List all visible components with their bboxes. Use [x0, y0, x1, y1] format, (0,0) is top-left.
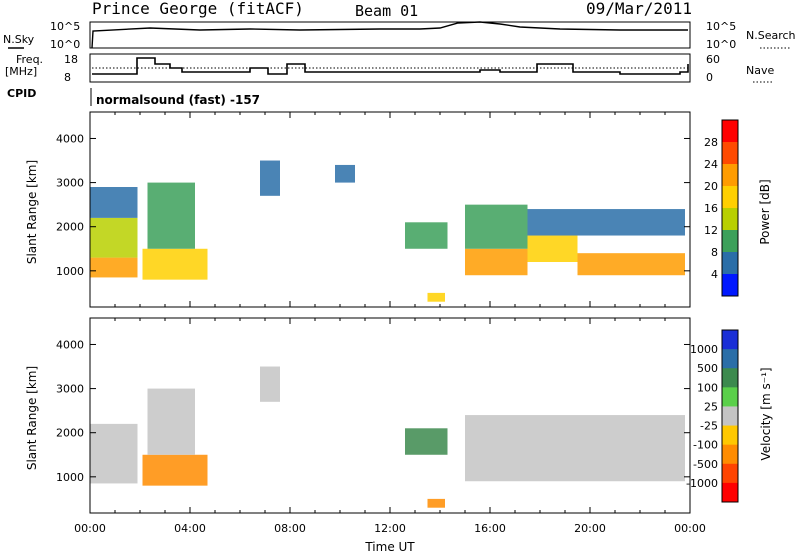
power-scatter-region-1 [90, 217, 138, 258]
velocity-colorbar-tick: 500 [697, 362, 718, 375]
x-tick-label: 00:00 [674, 522, 706, 535]
noise-tick-bottom-left: 10^0 [50, 38, 80, 51]
y-tick-label: 2000 [56, 221, 84, 234]
station-title: Prince George (fitACF) [92, 0, 304, 18]
velocity-ylabel: Slant Range [km] [25, 366, 39, 470]
freq-tick-18: 18 [64, 53, 78, 66]
power-scatter-region-9 [465, 248, 528, 276]
power-scatter-region-11 [527, 235, 578, 262]
nsky-label: N.Sky [3, 33, 35, 46]
velocity-colorbar-segment [722, 425, 738, 446]
velocity-colorbar-tick: -100 [693, 439, 718, 452]
power-colorbar-segment [722, 274, 738, 297]
freq-tick-8: 8 [64, 71, 71, 84]
y-tick-label: 1000 [56, 471, 84, 484]
cpid-label: CPID [7, 87, 36, 100]
velocity-colorbar-tick: 100 [697, 381, 718, 394]
power-scatter-region-0 [90, 257, 138, 278]
power-scatter-region-4 [147, 182, 195, 249]
power-scatter-region-7 [405, 222, 448, 249]
velocity-scatter-region-0 [90, 423, 138, 484]
power-colorbar-segment [722, 164, 738, 187]
beam-label: Beam 01 [355, 2, 418, 20]
velocity-colorbar-tick: -1000 [686, 477, 718, 490]
velocity-colorbar-segment [722, 444, 738, 465]
power-colorbar-label: Power [dB] [758, 179, 772, 244]
velocity-colorbar-segment [722, 406, 738, 427]
velocity-colorbar-frame [721, 329, 739, 503]
power-colorbar-tick: 24 [704, 158, 718, 171]
velocity-colorbar-segment [722, 330, 738, 350]
velocity-colorbar-label: Velocity [m s⁻¹] [759, 367, 773, 460]
power-scatter-region-12 [577, 253, 685, 276]
noise-tick-bottom-right: 10^0 [706, 38, 736, 51]
power-colorbar-tick: 12 [704, 224, 718, 237]
velocity-colorbar-segment [722, 482, 738, 503]
nave-tick-0: 0 [706, 71, 713, 84]
plots-layer: 1000 2000 3000 4000 1000 2000 3000 4000 00:00 04:… [56, 111, 739, 535]
y-tick-label: 3000 [56, 177, 84, 190]
x-tick-label: 08:00 [274, 522, 306, 535]
nsearch-label: N.Search [746, 29, 796, 42]
power-colorbar-tick: 8 [711, 246, 718, 259]
velocity-colorbar-segment [722, 463, 738, 484]
nave-label: Nave [746, 64, 774, 77]
freq-panel [89, 53, 691, 83]
velocity-colorbar-tick: -500 [693, 458, 718, 471]
noise-tick-top-left: 10^5 [50, 20, 80, 33]
date-label: 09/Mar/2011 [586, 0, 692, 18]
power-colorbar-segment [722, 142, 738, 165]
y-tick-label: 4000 [56, 338, 84, 351]
power-colorbar-segment [722, 208, 738, 231]
noise-panel [89, 21, 691, 49]
velocity-colorbar-segment [722, 387, 738, 407]
power-scatter-region-6 [335, 164, 355, 183]
power-scatter-region-13 [527, 209, 685, 236]
power-colorbar-segment [722, 252, 738, 275]
power-colorbar-tick: 20 [704, 180, 718, 193]
power-scatter-region-5 [260, 160, 280, 196]
freq-unit-label: [MHz] [5, 65, 37, 78]
velocity-scatter-region-4 [405, 428, 448, 455]
velocity-colorbar-tick: -25 [700, 420, 718, 433]
power-scatter-region-10 [465, 204, 528, 249]
velocity-scatter-region-1 [142, 454, 208, 486]
x-tick-label: 04:00 [174, 522, 206, 535]
cpid-text: normalsound (fast) -157 [96, 93, 260, 107]
power-colorbar-tick: 28 [704, 136, 718, 149]
velocity-scatter-region-3 [260, 366, 280, 402]
power-scatter-region-3 [142, 248, 208, 280]
noise-tick-top-right: 10^5 [706, 20, 736, 33]
power-scatter-region-2 [90, 187, 138, 218]
x-tick-label: 00:00 [74, 522, 106, 535]
velocity-colorbar-tick: 1000 [690, 343, 718, 356]
y-tick-label: 3000 [56, 383, 84, 396]
velocity-scatter-region-6 [465, 415, 685, 482]
y-tick-label: 2000 [56, 427, 84, 440]
time-xlabel: Time UT [364, 540, 415, 554]
power-colorbar-tick: 4 [711, 268, 718, 281]
velocity-scatter-region-5 [427, 498, 445, 508]
freq-label: Freq. [16, 53, 43, 66]
y-tick-label: 1000 [56, 265, 84, 278]
freq-trace [92, 57, 689, 75]
x-tick-label: 12:00 [374, 522, 406, 535]
velocity-colorbar-segment [722, 368, 738, 388]
nave-tick-60: 60 [706, 53, 720, 66]
power-colorbar-frame [721, 119, 739, 297]
power-colorbar-tick: 16 [704, 202, 718, 215]
noise-sky-trace [91, 21, 688, 49]
power-colorbar-segment [722, 230, 738, 253]
velocity-scatter-region-2 [147, 388, 195, 455]
power-colorbar-segment [722, 120, 738, 143]
velocity-colorbar-tick: 25 [704, 400, 718, 413]
power-ylabel: Slant Range [km] [25, 160, 39, 264]
velocity-colorbar-segment [722, 349, 738, 369]
x-tick-label: 20:00 [574, 522, 606, 535]
x-tick-label: 16:00 [474, 522, 506, 535]
power-colorbar-segment [722, 186, 738, 209]
power-scatter-region-8 [427, 292, 445, 302]
y-tick-label: 4000 [56, 132, 84, 145]
